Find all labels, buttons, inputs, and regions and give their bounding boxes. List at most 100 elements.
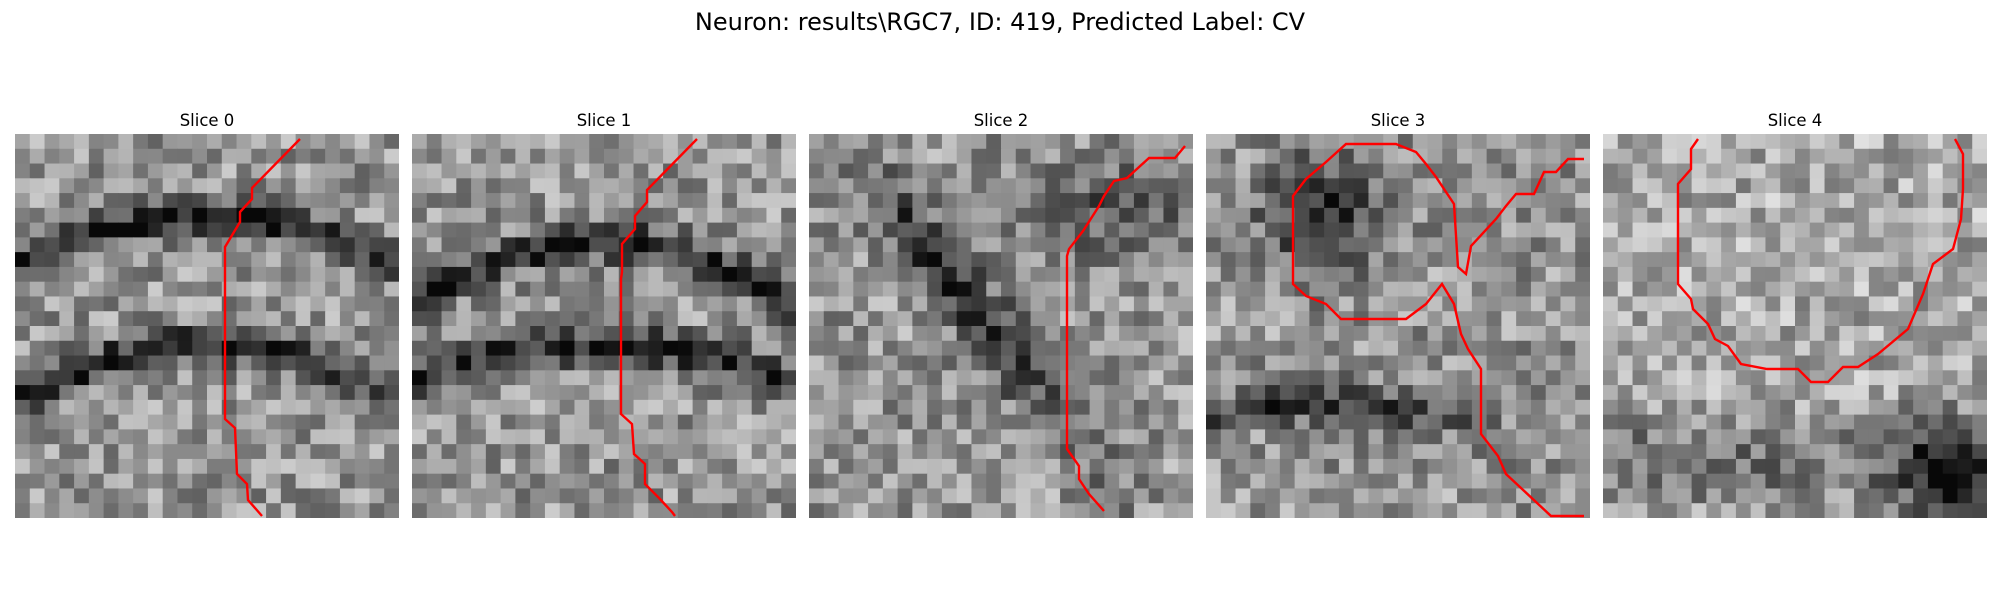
- pixel-cell: [1632, 399, 1648, 416]
- pixel-cell: [766, 429, 782, 445]
- pixel-cell: [707, 311, 723, 327]
- pixel-cell: [823, 163, 840, 179]
- pixel-cell: [1854, 311, 1870, 327]
- pixel-cell: [412, 370, 428, 386]
- pixel-cell: [1603, 414, 1619, 430]
- pixel-cell: [1060, 503, 1076, 518]
- pixel-cell: [692, 429, 708, 445]
- pixel-cell: [1516, 311, 1532, 327]
- pixel-cell: [515, 148, 531, 165]
- pixel-cell: [971, 148, 987, 165]
- pixel-cell: [1617, 163, 1634, 179]
- pixel-cell: [1530, 370, 1547, 386]
- pixel-cell: [530, 163, 546, 179]
- pixel-cell: [912, 281, 928, 297]
- pixel-cell: [1647, 237, 1663, 253]
- pixel-cell: [663, 222, 679, 238]
- pixel-cell: [44, 429, 60, 445]
- pixel-cell: [88, 163, 105, 179]
- pixel-cell: [369, 503, 385, 518]
- pixel-cell: [162, 385, 178, 401]
- pixel-cell: [1972, 370, 1987, 386]
- pixel-cell: [692, 399, 708, 416]
- pixel-cell: [663, 370, 679, 386]
- pixel-cell: [1001, 399, 1017, 416]
- pixel-cell: [1045, 399, 1061, 416]
- pixel-cell: [1133, 429, 1150, 445]
- pixel-cell: [88, 296, 105, 312]
- pixel-cell: [1868, 207, 1885, 224]
- pixel-cell: [1530, 207, 1547, 224]
- pixel-cell: [1691, 252, 1707, 268]
- pixel-cell: [1133, 458, 1150, 475]
- pixel-cell: [1575, 355, 1590, 371]
- pixel-cell: [941, 266, 958, 283]
- pixel-cell: [251, 266, 267, 283]
- pixel-cell: [1015, 237, 1032, 253]
- pixel-cell: [1279, 326, 1296, 342]
- pixel-cell: [1501, 207, 1517, 224]
- pixel-cell: [369, 311, 385, 327]
- slice-image-3: [1206, 134, 1590, 518]
- pixel-cell: [59, 237, 75, 253]
- pixel-cell: [15, 252, 31, 268]
- pixel-cell: [1632, 355, 1648, 371]
- pixel-cell: [1398, 148, 1414, 165]
- pixel-cell: [500, 399, 516, 416]
- pixel-cell: [1486, 178, 1502, 194]
- pixel-cell: [1898, 193, 1914, 209]
- pixel-grid-0: [15, 134, 399, 518]
- pixel-cell: [1706, 207, 1722, 224]
- pixel-cell: [29, 488, 46, 504]
- pixel-cell: [1676, 385, 1693, 401]
- pixel-cell: [1824, 444, 1840, 460]
- pixel-cell: [1809, 222, 1826, 238]
- pixel-cell: [633, 178, 649, 194]
- pixel-cell: [823, 281, 840, 297]
- pixel-cell: [677, 207, 694, 224]
- pixel-cell: [1972, 414, 1987, 430]
- pixel-cell: [1795, 326, 1811, 342]
- pixel-cell: [118, 503, 134, 518]
- pixel-cell: [207, 237, 223, 253]
- pixel-cell: [325, 399, 341, 416]
- pixel-cell: [88, 503, 105, 518]
- pixel-cell: [412, 281, 428, 297]
- pixel-cell: [559, 326, 575, 342]
- pixel-cell: [707, 370, 723, 386]
- pixel-cell: [897, 207, 913, 224]
- pixel-cell: [1383, 429, 1399, 445]
- pixel-cell: [456, 266, 472, 283]
- pixel-cell: [412, 458, 428, 475]
- pixel-cell: [103, 399, 119, 416]
- pixel-cell: [941, 252, 958, 268]
- pixel-cell: [1471, 458, 1488, 475]
- pixel-cell: [633, 385, 649, 401]
- pixel-cell: [339, 222, 356, 238]
- pixel-cell: [1516, 444, 1532, 460]
- pixel-cell: [663, 311, 679, 327]
- pixel-cell: [1927, 281, 1944, 297]
- pixel-cell: [1486, 237, 1502, 253]
- pixel-cell: [707, 385, 723, 401]
- pixel-cell: [1516, 266, 1532, 283]
- pixel-cell: [707, 458, 723, 475]
- pixel-cell: [471, 444, 487, 460]
- pixel-cell: [927, 281, 943, 297]
- pixel-cell: [1560, 488, 1576, 504]
- pixel-cell: [956, 163, 972, 179]
- pixel-cell: [471, 311, 487, 327]
- pixel-cell: [1706, 266, 1722, 283]
- pixel-cell: [559, 488, 575, 504]
- pixel-cell: [207, 281, 223, 297]
- pixel-cell: [354, 237, 370, 253]
- pixel-cell: [1060, 488, 1076, 504]
- pixel-cell: [426, 237, 443, 253]
- pixel-cell: [207, 488, 223, 504]
- pixel-cell: [882, 444, 899, 460]
- slice-title-4: Slice 4: [1767, 111, 1823, 130]
- pixel-cell: [1824, 134, 1840, 150]
- pixel-cell: [956, 503, 972, 518]
- pixel-cell: [280, 326, 297, 342]
- pixel-cell: [1104, 488, 1120, 504]
